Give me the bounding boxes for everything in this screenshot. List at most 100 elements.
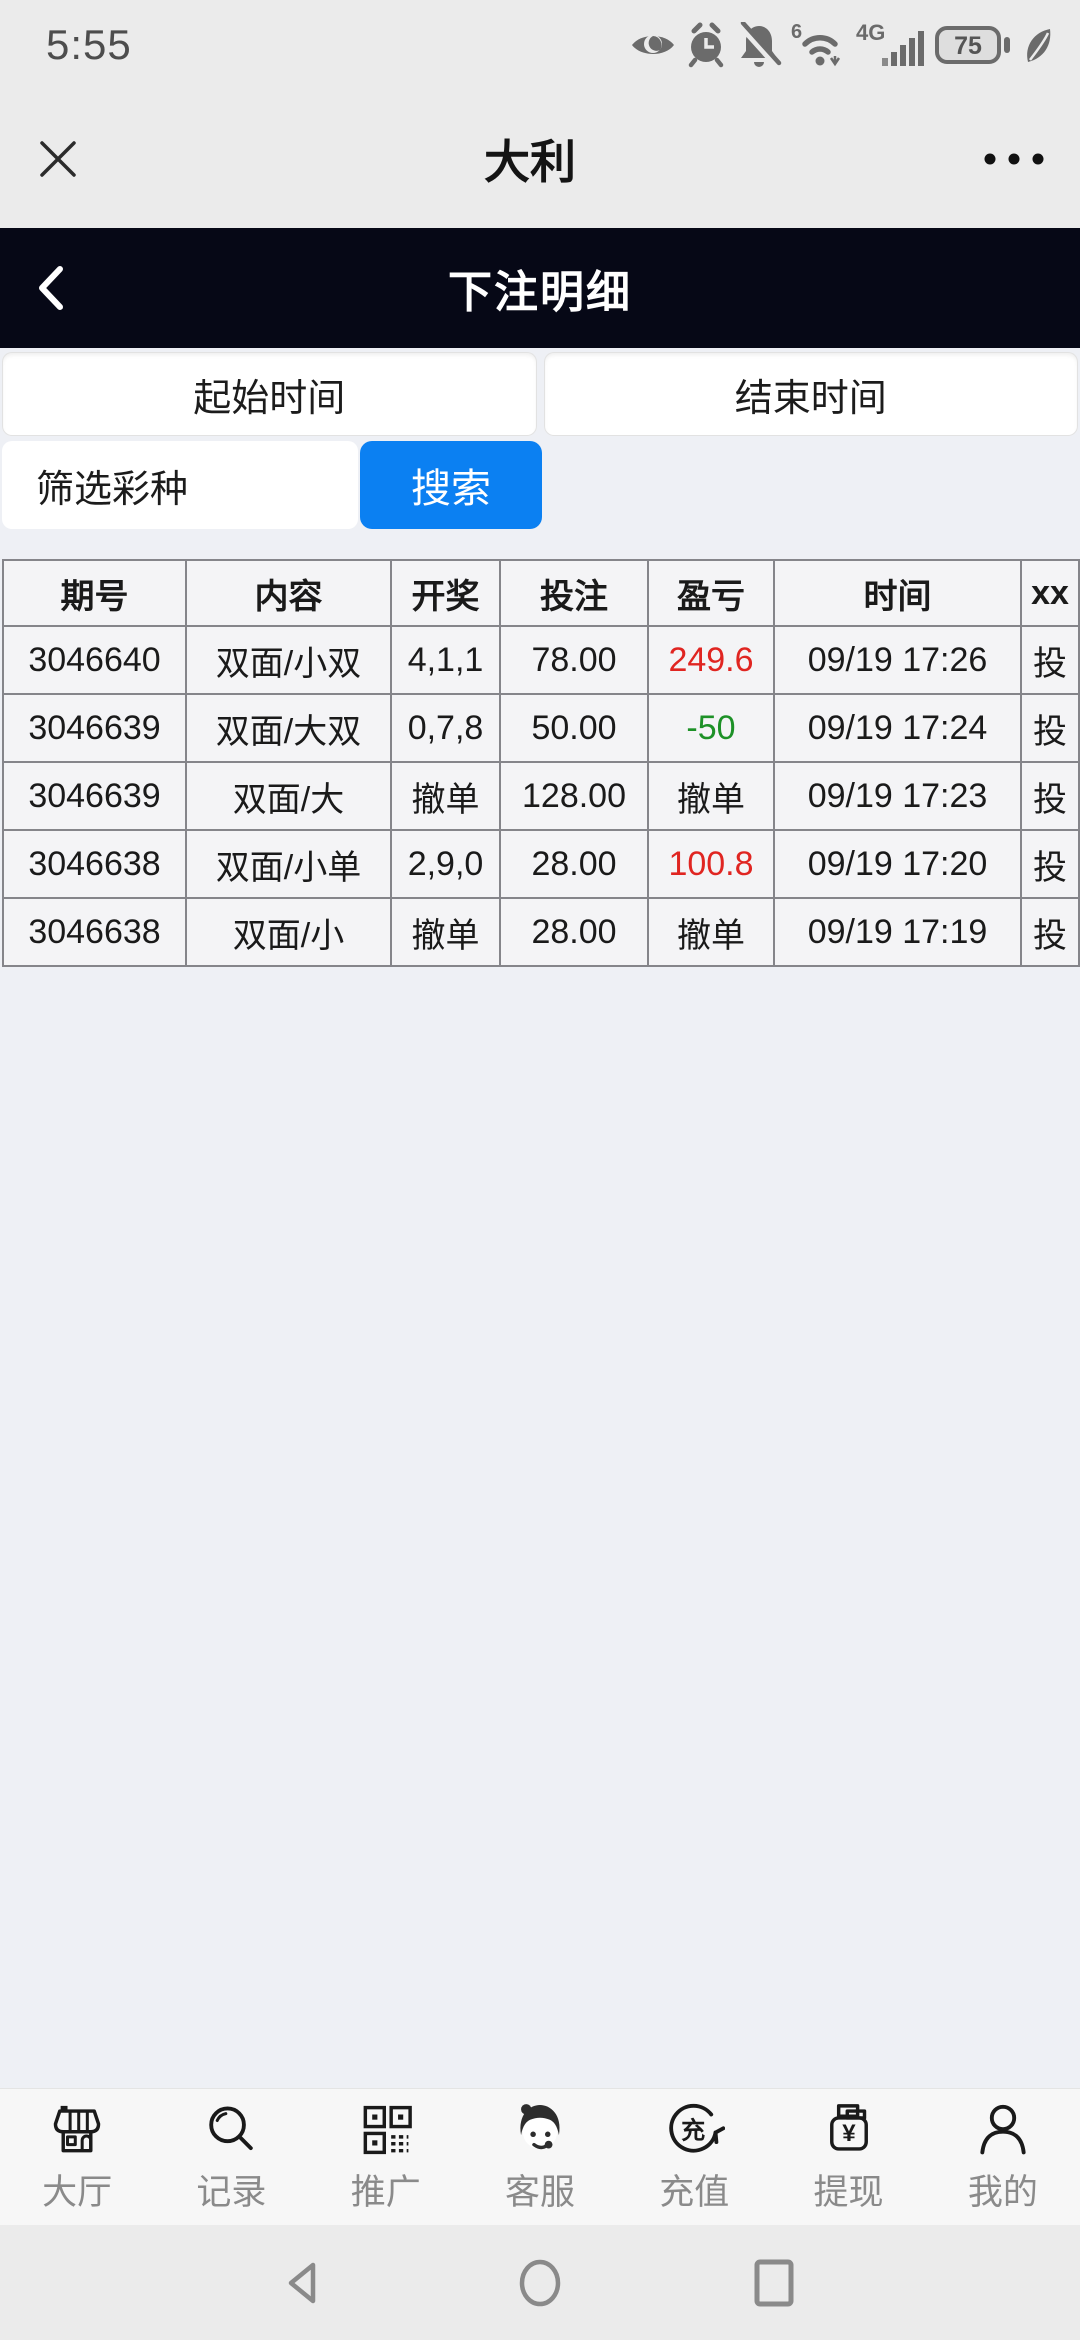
col-header-profit: 盈亏 [647, 559, 775, 627]
cell-content: 双面/小单 [185, 829, 392, 899]
nav-label: 我的 [967, 2173, 1038, 2212]
cell-profit: 撤单 [647, 761, 775, 831]
nav-title-bar: 下注明细 [0, 228, 1080, 348]
bet-again-link[interactable]: 投 [1020, 625, 1080, 695]
cell-profit: -50 [647, 693, 775, 763]
nav-title: 下注明细 [448, 268, 632, 317]
svg-text:充: 充 [681, 2117, 705, 2145]
android-recents-icon [754, 2259, 794, 2306]
cell-draw: 0,7,8 [390, 693, 501, 763]
col-header-action: xx [1020, 559, 1080, 627]
power-saving-leaf-icon [1027, 29, 1051, 62]
nav-label: 大厅 [42, 2173, 113, 2212]
nav-item-records[interactable]: 记录 [154, 2089, 308, 2225]
cell-time: 09/19 17:20 [773, 829, 1022, 899]
col-header-bet: 投注 [499, 559, 649, 627]
cell-profit: 100.8 [647, 829, 775, 899]
cell-draw: 2,9,0 [390, 829, 501, 899]
svg-text:¥: ¥ [842, 2120, 856, 2147]
customer-service-icon [520, 2104, 560, 2150]
android-home-icon [519, 2259, 561, 2306]
cell-profit: 撤单 [647, 897, 775, 967]
table-row: 3046639 双面/大双 0,7,8 50.00 -50 09/19 17:2… [2, 693, 1080, 763]
lottery-filter-placeholder: 筛选彩种 [36, 468, 189, 511]
nav-label: 客服 [504, 2173, 575, 2212]
bet-again-link[interactable]: 投 [1020, 897, 1080, 967]
recharge-icon: 充 [669, 2103, 726, 2153]
android-home-button[interactable] [516, 2259, 564, 2307]
cell-draw: 撤单 [390, 761, 501, 831]
nav-label: 推广 [350, 2173, 421, 2212]
col-header-content: 内容 [185, 559, 392, 627]
col-header-draw: 开奖 [390, 559, 501, 627]
cell-content: 双面/大 [185, 761, 392, 831]
cell-bet: 128.00 [499, 761, 649, 831]
cell-draw: 撤单 [390, 897, 501, 967]
cell-bet: 78.00 [499, 625, 649, 695]
cell-period: 3046638 [2, 829, 187, 899]
clock: 5:55 [46, 21, 132, 68]
nav-item-promote[interactable]: 推广 [309, 2089, 463, 2225]
android-nav-bar [0, 2225, 1080, 2340]
bet-again-link[interactable]: 投 [1020, 693, 1080, 763]
more-dots-icon [984, 153, 1044, 165]
cell-content: 双面/小 [185, 897, 392, 967]
cell-bet: 50.00 [499, 693, 649, 763]
nav-label: 记录 [196, 2173, 267, 2212]
bet-table: 期号 内容 开奖 投注 盈亏 时间 xx 3046640 双面/小双 4,1,1… [2, 559, 1080, 967]
table-row: 3046639 双面/大 撤单 128.00 撤单 09/19 17:23 投 [2, 761, 1080, 831]
android-back-button[interactable] [282, 2259, 330, 2307]
svg-text:4G: 4G [856, 22, 885, 45]
cell-content: 双面/大双 [185, 693, 392, 763]
more-button[interactable] [974, 152, 1046, 166]
cell-bet: 28.00 [499, 829, 649, 899]
table-row: 3046638 双面/小单 2,9,0 28.00 100.8 09/19 17… [2, 829, 1080, 899]
cell-draw: 4,1,1 [390, 625, 501, 695]
cell-period: 3046639 [2, 761, 187, 831]
page-title: 大利 [484, 136, 576, 188]
cell-bet: 28.00 [499, 897, 649, 967]
cell-time: 09/19 17:23 [773, 761, 1022, 831]
svg-text:75: 75 [954, 32, 982, 60]
nav-label: 充值 [659, 2173, 730, 2212]
cell-time: 09/19 17:19 [773, 897, 1022, 967]
back-chevron-icon [39, 266, 63, 310]
android-recents-button[interactable] [750, 2259, 798, 2307]
bottom-nav: 大厅 记录 推广 [0, 2088, 1080, 2225]
cell-time: 09/19 17:26 [773, 625, 1022, 695]
nav-item-service[interactable]: 客服 [463, 2089, 617, 2225]
cell-profit: 249.6 [647, 625, 775, 695]
start-time-input[interactable]: 起始时间 [2, 352, 537, 436]
nav-label: 提现 [813, 2173, 884, 2212]
bell-muted-icon [738, 22, 782, 68]
close-icon [40, 141, 76, 177]
alarm-icon [688, 22, 724, 68]
battery-icon: 75 [935, 26, 1010, 64]
status-icons: 6 4G 75 [630, 22, 1054, 68]
nav-item-profile[interactable]: 我的 [926, 2089, 1080, 2225]
signal-icon: 4G [856, 22, 924, 66]
status-bar: 5:55 6 [0, 0, 1080, 90]
storefront-icon [53, 2105, 101, 2153]
bet-again-link[interactable]: 投 [1020, 761, 1080, 831]
table-row: 3046640 双面/小双 4,1,1 78.00 249.6 09/19 17… [2, 625, 1080, 695]
profile-icon [980, 2104, 1026, 2155]
cell-time: 09/19 17:24 [773, 693, 1022, 763]
app-header: 大利 [0, 90, 1080, 228]
nav-item-lobby[interactable]: 大厅 [0, 2089, 154, 2225]
cell-period: 3046639 [2, 693, 187, 763]
table-row: 3046638 双面/小 撤单 28.00 撤单 09/19 17:19 投 [2, 897, 1080, 967]
back-button[interactable] [32, 262, 70, 314]
svg-text:6: 6 [791, 22, 802, 43]
start-time-label: 起始时间 [193, 377, 346, 420]
bet-again-link[interactable]: 投 [1020, 829, 1080, 899]
close-button[interactable] [34, 135, 86, 183]
lottery-filter-input[interactable]: 筛选彩种 [2, 441, 358, 529]
table-header-row: 期号 内容 开奖 投注 盈亏 时间 xx [2, 559, 1080, 627]
nav-item-recharge[interactable]: 充 充值 [617, 2089, 771, 2225]
cell-period: 3046640 [2, 625, 187, 695]
search-button[interactable]: 搜索 [360, 441, 542, 529]
nav-item-withdraw[interactable]: ¥ 提现 [771, 2089, 925, 2225]
end-time-input[interactable]: 结束时间 [543, 352, 1078, 436]
